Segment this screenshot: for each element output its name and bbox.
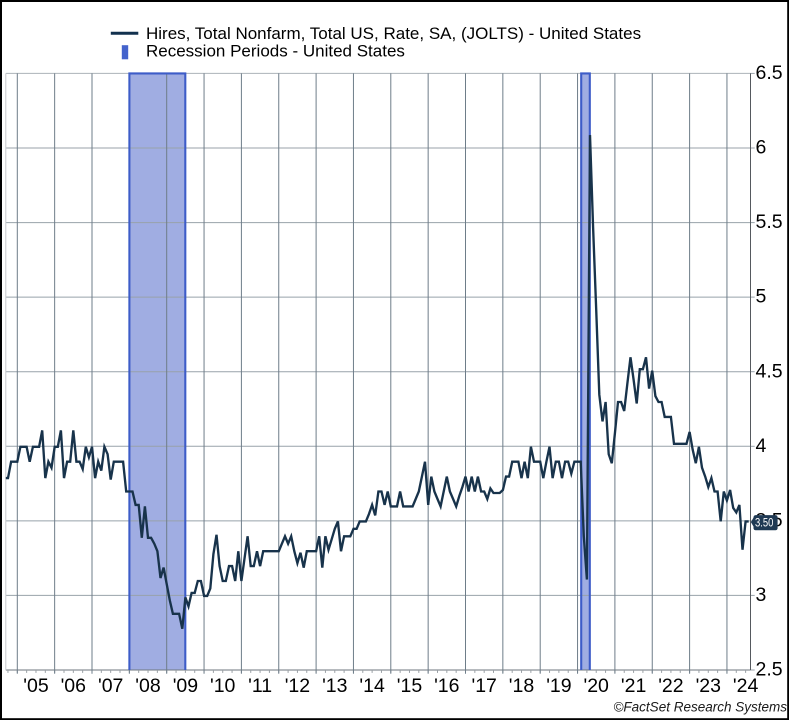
svg-text:'21: '21 (621, 675, 646, 697)
svg-text:'06: '06 (61, 675, 86, 697)
svg-text:'11: '11 (248, 675, 272, 697)
svg-text:'09: '09 (173, 675, 198, 697)
svg-text:'15: '15 (397, 675, 423, 697)
svg-text:5: 5 (756, 286, 767, 308)
svg-text:'23: '23 (696, 675, 721, 697)
svg-text:'24: '24 (733, 675, 759, 697)
svg-text:3.50: 3.50 (755, 515, 774, 529)
svg-text:'05: '05 (23, 675, 49, 697)
svg-text:'20: '20 (583, 675, 609, 697)
svg-text:'22: '22 (658, 675, 683, 697)
svg-text:'17: '17 (471, 675, 496, 697)
svg-text:6.5: 6.5 (756, 62, 783, 84)
svg-text:3: 3 (756, 584, 767, 606)
svg-text:'12: '12 (285, 675, 310, 697)
svg-text:4.5: 4.5 (756, 360, 783, 382)
svg-text:'07: '07 (98, 675, 123, 697)
svg-text:Recession Periods - United Sta: Recession Periods - United States (146, 42, 405, 61)
svg-text:Hires, Total Nonfarm, Total US: Hires, Total Nonfarm, Total US, Rate, SA… (146, 24, 641, 43)
svg-text:'19: '19 (546, 675, 571, 697)
svg-text:'08: '08 (135, 675, 160, 697)
svg-text:'16: '16 (434, 675, 459, 697)
svg-text:'13: '13 (322, 675, 347, 697)
svg-text:'18: '18 (509, 675, 534, 697)
svg-text:'14: '14 (359, 675, 385, 697)
svg-text:2.5: 2.5 (756, 659, 783, 681)
svg-text:'10: '10 (210, 675, 236, 697)
svg-text:©FactSet Research Systems: ©FactSet Research Systems (613, 700, 787, 715)
svg-text:4: 4 (756, 435, 767, 457)
svg-text:6: 6 (756, 137, 767, 159)
svg-text:5.5: 5.5 (756, 211, 783, 233)
